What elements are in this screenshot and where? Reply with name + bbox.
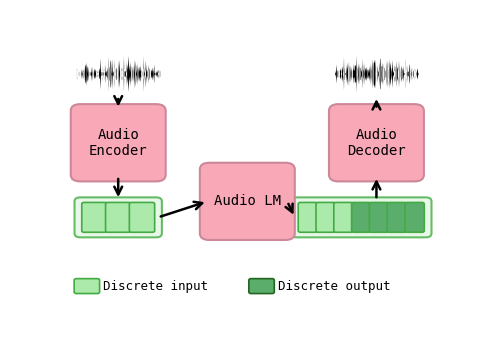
FancyBboxPatch shape (129, 202, 155, 232)
FancyBboxPatch shape (291, 197, 432, 237)
FancyBboxPatch shape (249, 279, 274, 293)
FancyBboxPatch shape (369, 202, 389, 232)
Text: Audio LM: Audio LM (214, 194, 281, 208)
FancyBboxPatch shape (200, 163, 295, 240)
FancyBboxPatch shape (298, 202, 318, 232)
FancyBboxPatch shape (74, 279, 99, 293)
Text: Audio
Decoder: Audio Decoder (347, 128, 406, 158)
FancyBboxPatch shape (105, 202, 131, 232)
FancyBboxPatch shape (71, 104, 166, 181)
Text: Discrete input: Discrete input (103, 280, 208, 293)
FancyBboxPatch shape (387, 202, 407, 232)
FancyBboxPatch shape (316, 202, 335, 232)
FancyBboxPatch shape (82, 202, 107, 232)
FancyBboxPatch shape (405, 202, 424, 232)
Text: Audio
Encoder: Audio Encoder (89, 128, 147, 158)
FancyBboxPatch shape (329, 104, 424, 181)
FancyBboxPatch shape (74, 197, 162, 237)
FancyBboxPatch shape (352, 202, 371, 232)
FancyBboxPatch shape (334, 202, 353, 232)
Text: Discrete output: Discrete output (278, 280, 390, 293)
